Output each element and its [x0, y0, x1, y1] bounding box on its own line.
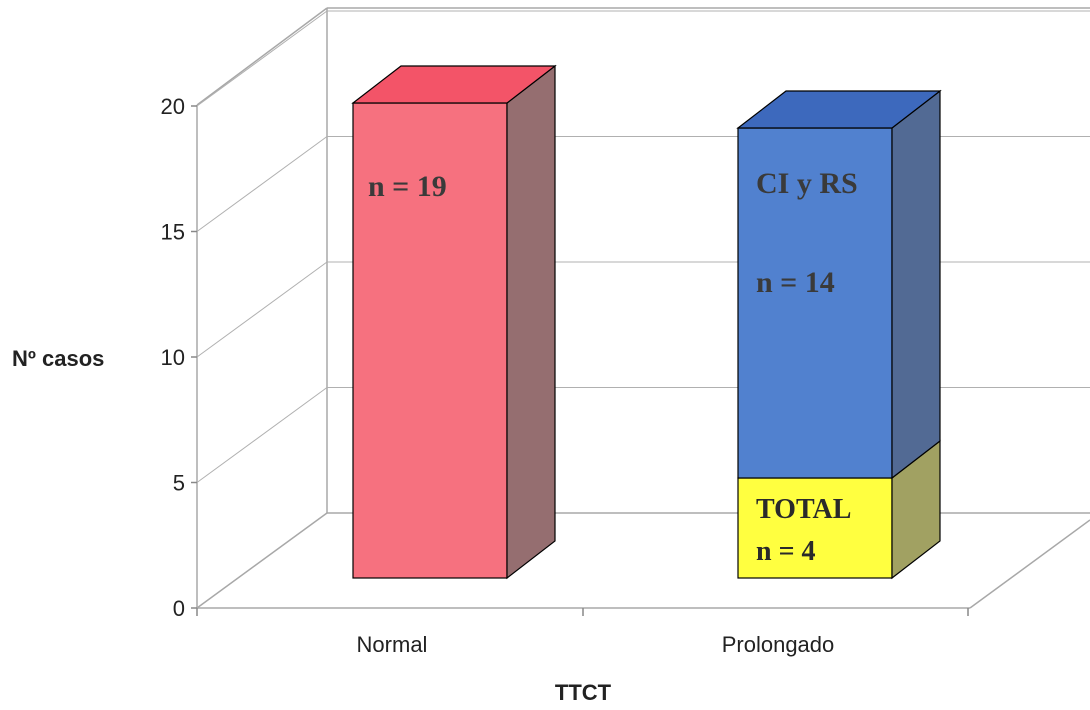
side-gridline	[196, 387, 328, 483]
y-axis-title: Nº casos	[12, 346, 104, 371]
side-gridline	[196, 10, 328, 107]
bar-front	[352, 102, 508, 579]
y-axis: 0 5 10 15 20	[161, 94, 197, 621]
bar-label-ci-rs: CI y RS	[756, 167, 858, 200]
y-tick-label: 10	[161, 345, 185, 370]
x-tick-label: Prolongado	[722, 632, 835, 657]
bar-front	[737, 477, 893, 579]
bar-top	[351, 65, 557, 104]
bar-label-n14: n = 14	[756, 266, 835, 299]
bar-label-total: TOTAL	[756, 494, 851, 525]
bar-front	[737, 127, 893, 479]
x-tick-label: Normal	[357, 632, 428, 657]
bar-labels: n = 19 CI y RS n = 14 TOTAL n = 4	[368, 167, 858, 567]
y-tick-label: 20	[161, 94, 185, 119]
x-axis-title: TTCT	[555, 680, 612, 705]
gridlines	[196, 10, 1090, 483]
y-tick-label: 15	[161, 220, 185, 245]
x-axis: Normal Prolongado	[196, 608, 969, 657]
bars	[351, 64, 942, 580]
bar-top	[736, 90, 942, 129]
y-tick-label: 0	[173, 596, 185, 621]
chart-frame	[196, 7, 1090, 609]
bar-label-normal: n = 19	[368, 170, 447, 203]
side-gridline	[196, 261, 328, 358]
side-gridline	[196, 136, 328, 232]
y-tick-label: 5	[173, 471, 185, 496]
bar-side	[506, 64, 556, 580]
bar-label-n4: n = 4	[756, 536, 816, 567]
bar-side	[891, 89, 941, 480]
